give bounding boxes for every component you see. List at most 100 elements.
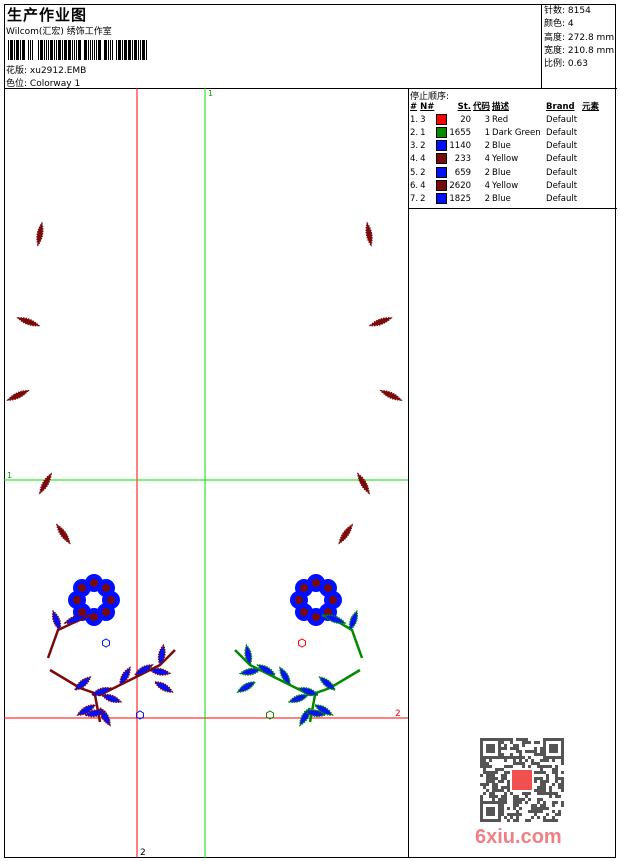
- qr-module: [543, 780, 546, 783]
- qr-module: [531, 804, 534, 807]
- qr-module: [501, 774, 504, 777]
- leaf-motif: [157, 643, 166, 667]
- qr-module: [501, 756, 504, 759]
- qr-module: [504, 774, 507, 777]
- qr-module: [552, 792, 555, 795]
- qr-module: [522, 792, 525, 795]
- stat-colors: 颜色: 4: [544, 19, 574, 30]
- leaf-motif: [6, 389, 30, 401]
- qr-module: [486, 789, 489, 792]
- qr-module: [480, 795, 483, 798]
- qr-module: [528, 810, 531, 813]
- row-index: 7.: [410, 193, 419, 204]
- leaf-motif: [148, 667, 172, 676]
- qr-module: [552, 819, 555, 822]
- qr-module: [519, 738, 522, 741]
- row-index: 6.: [410, 180, 419, 191]
- guide-label: 1: [7, 471, 12, 480]
- qr-module: [510, 813, 513, 816]
- leaf-motif: [52, 609, 62, 632]
- qr-module: [507, 786, 510, 789]
- qr-module: [504, 801, 507, 804]
- petal-center: [312, 613, 320, 621]
- qr-module: [495, 789, 498, 792]
- qr-module: [513, 807, 516, 810]
- qr-module: [537, 753, 540, 756]
- leaf-motif: [256, 664, 277, 676]
- qr-module: [540, 771, 543, 774]
- qr-module: [531, 750, 534, 753]
- qr-module: [546, 819, 549, 822]
- qr-module: [540, 777, 543, 780]
- qr-module: [537, 801, 540, 804]
- col-header: #: [410, 101, 418, 112]
- qr-module: [537, 777, 540, 780]
- qr-module: [552, 759, 555, 762]
- leaf-motif: [55, 523, 71, 545]
- qr-module: [534, 762, 537, 765]
- qr-module: [522, 765, 525, 768]
- qr-module: [501, 741, 504, 744]
- qr-module: [558, 786, 561, 789]
- qr-module: [558, 813, 561, 816]
- qr-module: [513, 798, 516, 801]
- col-header: N#: [420, 101, 435, 112]
- qr-module: [507, 765, 510, 768]
- qr-module: [495, 783, 498, 786]
- qr-module: [504, 765, 507, 768]
- petal-center: [77, 608, 86, 617]
- color-swatch: [435, 179, 448, 192]
- qr-module: [540, 807, 543, 810]
- qr-module: [549, 765, 552, 768]
- qr-module: [501, 753, 504, 756]
- qr-module: [528, 792, 531, 795]
- leaf-motif: [83, 709, 107, 718]
- qr-module: [555, 765, 558, 768]
- table-row: 5. 2 659 2 Blue Default: [409, 166, 600, 179]
- qr-module: [540, 789, 543, 792]
- qr-module: [483, 792, 486, 795]
- qr-module: [501, 786, 504, 789]
- table-row: 4. 4 233 4 Yellow Default: [409, 153, 600, 166]
- brand: Default: [546, 167, 578, 178]
- qr-module: [504, 744, 507, 747]
- qr-module: [555, 813, 558, 816]
- qr-module: [525, 792, 528, 795]
- table-row: 2. 1 1655 1 Dark Green Default: [409, 126, 600, 139]
- qr-module: [537, 741, 540, 744]
- qr-module: [519, 750, 522, 753]
- qr-module: [501, 747, 504, 750]
- qr-module: [543, 783, 546, 786]
- qr-module: [531, 807, 534, 810]
- leaf-motif: [90, 687, 113, 697]
- hex-marker: [266, 710, 274, 720]
- row-index: 1.: [410, 114, 419, 125]
- qr-module: [537, 792, 540, 795]
- qr-module: [561, 783, 564, 786]
- color-code: 1: [484, 127, 491, 138]
- qr-module: [504, 816, 507, 819]
- qr-module: [504, 771, 507, 774]
- qr-module: [501, 813, 504, 816]
- qr-module: [498, 768, 501, 771]
- qr-module: [504, 738, 507, 741]
- color-description: Blue: [492, 141, 511, 152]
- qr-module: [534, 750, 537, 753]
- qr-module: [495, 768, 498, 771]
- hex-marker: [136, 710, 144, 720]
- qr-module: [489, 759, 492, 762]
- qr-module: [540, 792, 543, 795]
- qr-module: [501, 780, 504, 783]
- color-swatch: [435, 140, 448, 153]
- leaf-motif: [63, 614, 88, 625]
- qr-module: [498, 798, 501, 801]
- qr-module: [480, 759, 483, 762]
- embroidery-design: 1 1 2 2: [4, 88, 408, 858]
- qr-module: [513, 756, 516, 759]
- needle-number: 4: [420, 180, 426, 191]
- petal-center: [324, 608, 333, 617]
- col-header: Brand: [546, 101, 575, 112]
- qr-module: [534, 741, 537, 744]
- qr-module: [516, 762, 519, 765]
- qr-module: [522, 738, 525, 741]
